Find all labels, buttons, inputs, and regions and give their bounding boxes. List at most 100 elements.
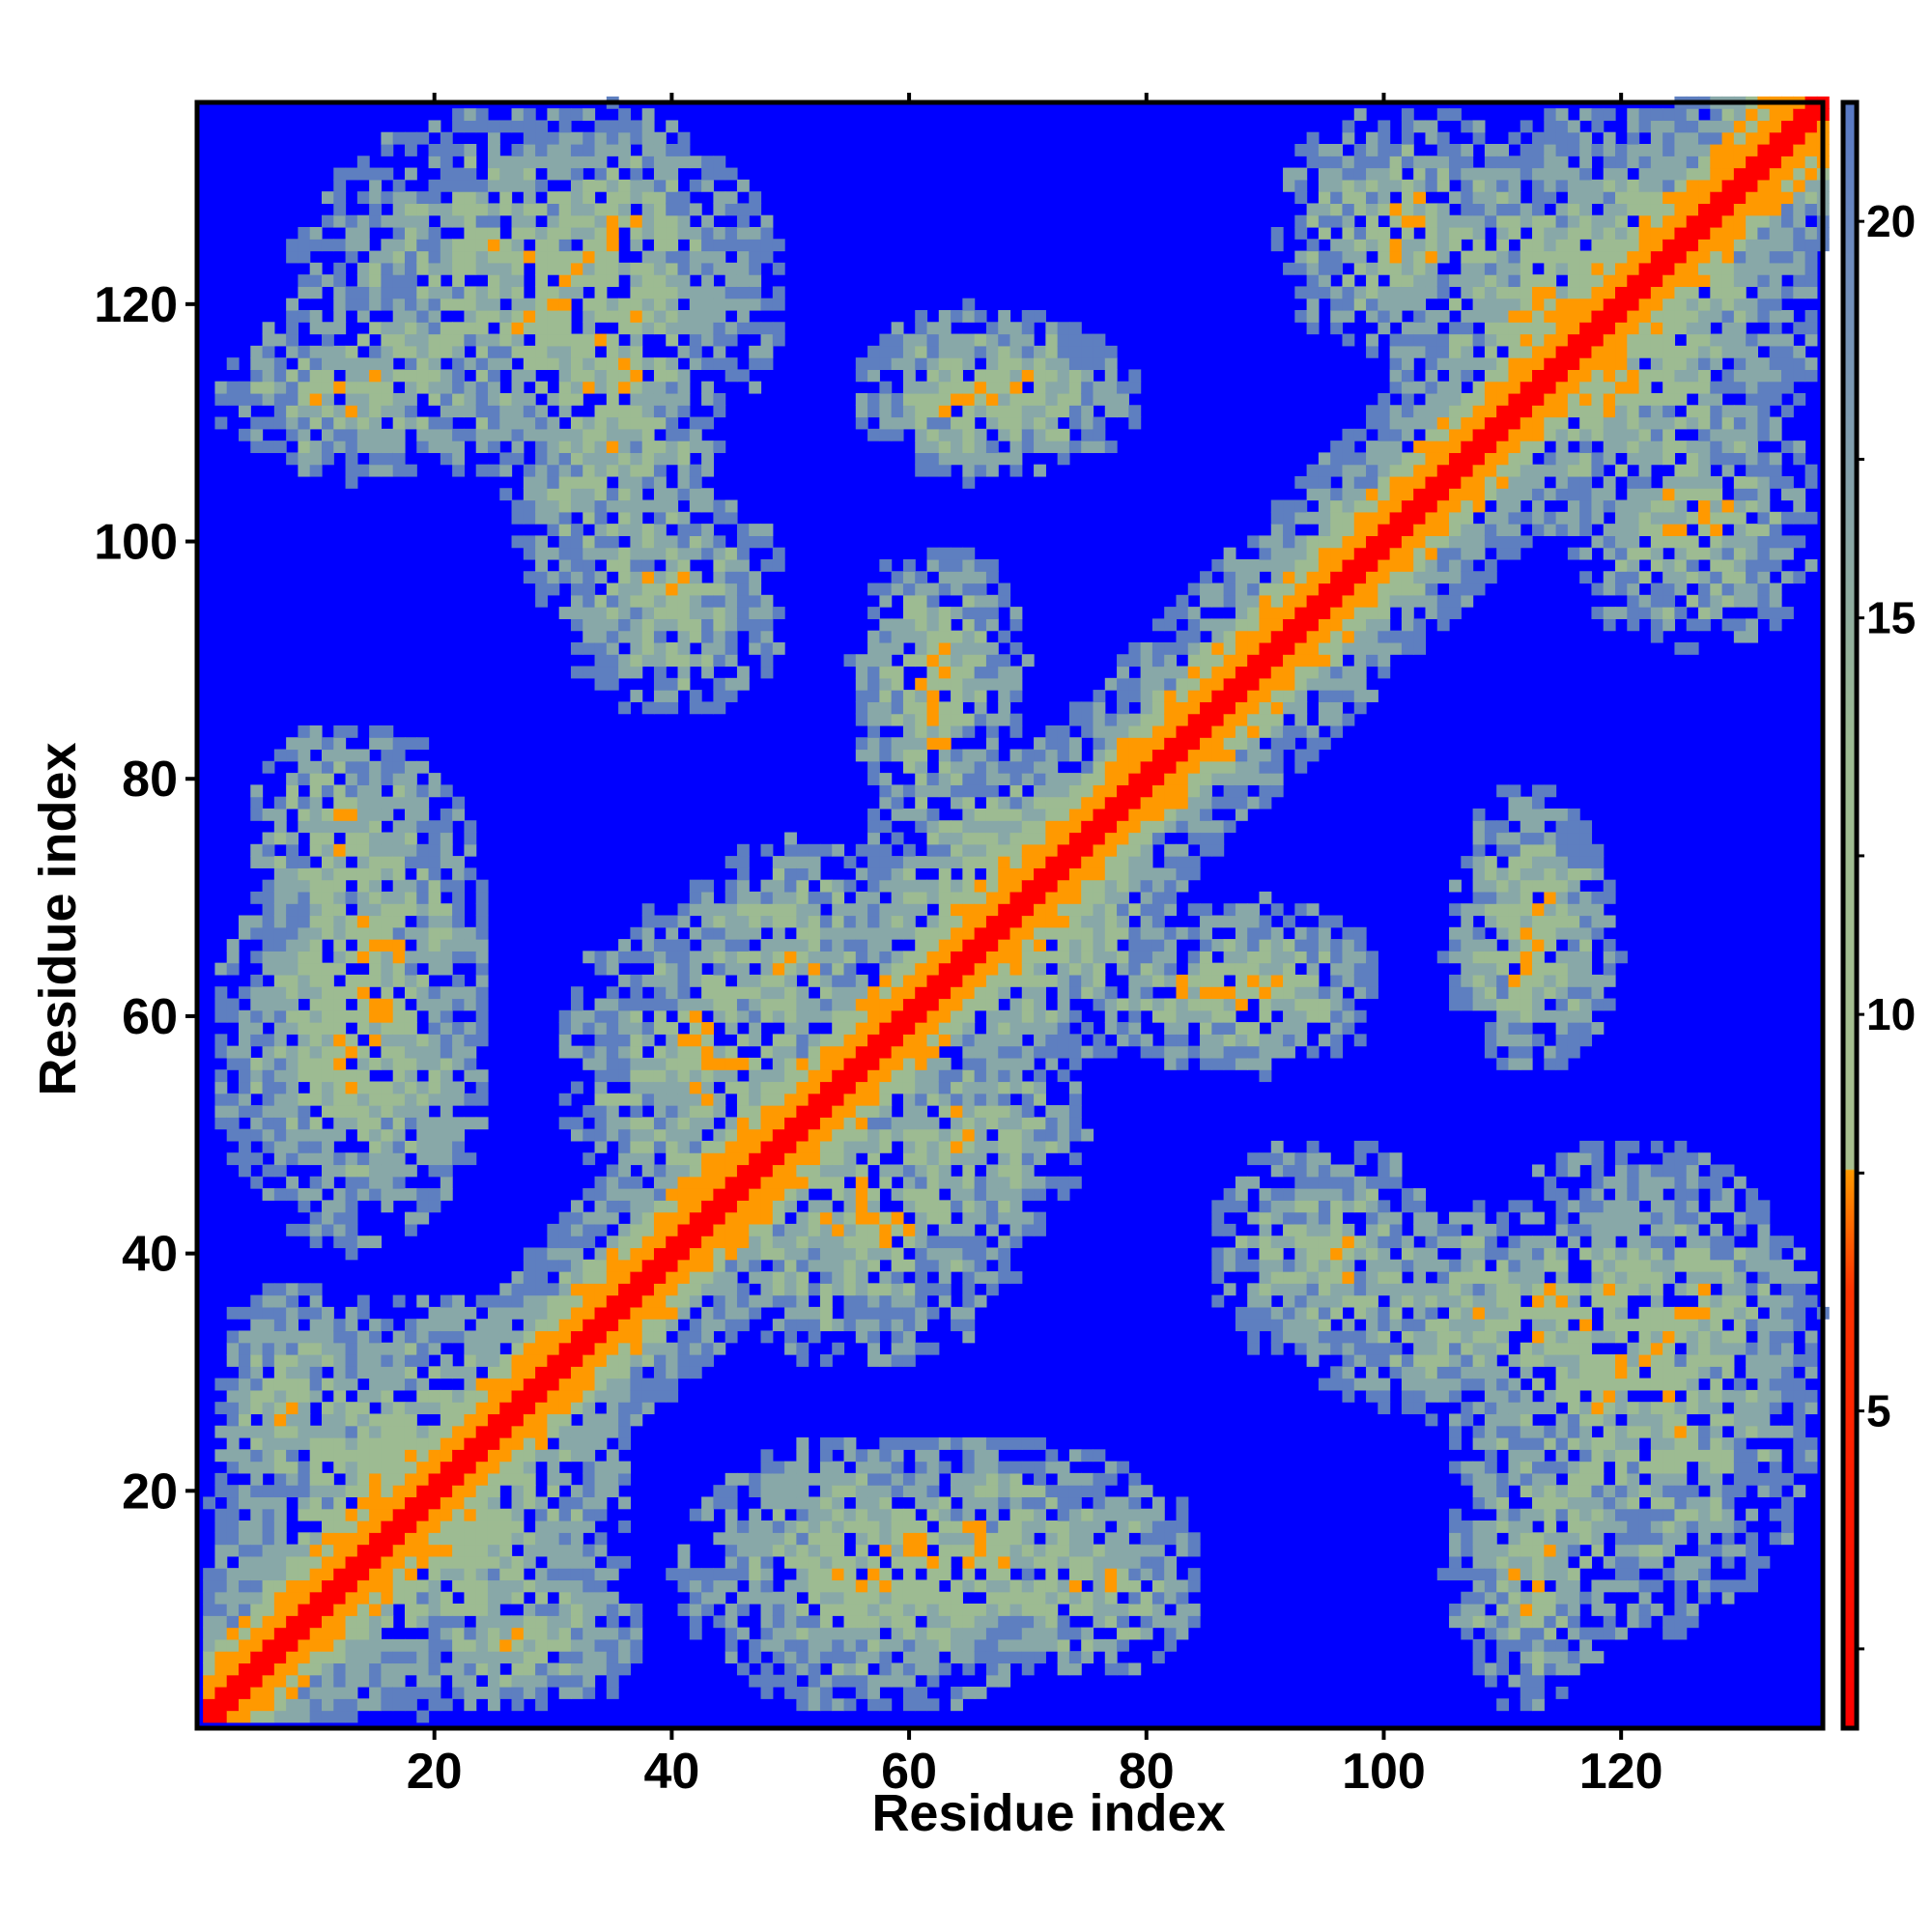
heatmap-cell (428, 879, 441, 893)
heatmap-cell (286, 1117, 299, 1130)
heatmap-cell (641, 131, 655, 145)
heatmap-cell (618, 511, 631, 525)
heatmap-cell (570, 1496, 583, 1510)
heatmap-cell (606, 1057, 619, 1070)
heatmap-cell (440, 156, 453, 169)
heatmap-cell (974, 1236, 987, 1249)
heatmap-cell (452, 345, 465, 358)
heatmap-cell (689, 440, 702, 453)
heatmap-cell (915, 1152, 928, 1166)
heatmap-cell (570, 1211, 583, 1225)
heatmap-cell (475, 986, 489, 1000)
heatmap-cell (523, 226, 536, 240)
heatmap-cell (452, 1319, 465, 1332)
heatmap-cell (951, 926, 963, 940)
heatmap-cell (677, 951, 691, 964)
heatmap-cell (736, 1259, 750, 1272)
heatmap-cell (475, 120, 489, 133)
heatmap-cell (749, 1105, 762, 1118)
heatmap-cell (630, 1081, 643, 1094)
heatmap-cell (915, 939, 928, 952)
heatmap-cell (333, 962, 347, 976)
heatmap-cell (286, 1389, 299, 1403)
heatmap-cell (808, 1319, 821, 1332)
heatmap-cell (381, 749, 394, 762)
heatmap-cell (808, 1532, 821, 1546)
heatmap-cell (333, 239, 347, 252)
heatmap-cell (855, 1009, 868, 1023)
heatmap-cell (926, 392, 940, 406)
heatmap-cell (689, 1057, 702, 1070)
heatmap-cell (915, 1472, 928, 1486)
heatmap-cell (464, 1306, 477, 1320)
heatmap-cell (452, 867, 465, 881)
heatmap-cell (416, 1188, 430, 1201)
heatmap-cell (428, 226, 441, 240)
heatmap-cell (867, 1604, 880, 1616)
heatmap-cell (855, 1306, 868, 1320)
heatmap-cell (309, 724, 323, 738)
heatmap-cell (902, 760, 916, 774)
heatmap-cell (404, 226, 417, 240)
heatmap-cell (309, 926, 323, 940)
heatmap-cell (879, 843, 893, 857)
heatmap-cell (594, 1306, 608, 1320)
heatmap-cell (736, 1306, 750, 1320)
heatmap-cell (309, 1057, 323, 1070)
heatmap-cell (345, 1568, 358, 1581)
heatmap-cell (250, 1568, 264, 1581)
heatmap-cell (606, 309, 619, 323)
heatmap-cell (298, 951, 311, 964)
heatmap-cell (749, 1306, 762, 1320)
heatmap-cell (879, 962, 893, 976)
heatmap-cell (760, 558, 774, 572)
heatmap-cell (345, 1627, 358, 1640)
heatmap-cell (239, 986, 251, 1000)
heatmap-cell (416, 286, 430, 299)
heatmap-cell (630, 1188, 643, 1201)
heatmap-cell (309, 1093, 323, 1106)
heatmap-cell (523, 1389, 536, 1403)
heatmap-cell (511, 1687, 525, 1699)
heatmap-cell (630, 1354, 643, 1367)
heatmap-cell (381, 1402, 394, 1415)
heatmap-cell (951, 309, 963, 323)
heatmap-cell (772, 1069, 785, 1083)
heatmap-cell (784, 1638, 797, 1652)
heatmap-cell (381, 998, 394, 1011)
heatmap-cell (250, 1638, 264, 1652)
heatmap-cell (321, 1544, 334, 1557)
heatmap-cell (356, 1294, 370, 1308)
heatmap-cell (535, 571, 548, 584)
heatmap-cell (666, 120, 679, 133)
heatmap-cell (404, 144, 417, 156)
heatmap-cell (749, 381, 762, 394)
heatmap-cell (772, 1496, 785, 1510)
heatmap-cell (962, 357, 976, 370)
heatmap-cell (558, 322, 572, 335)
heatmap-cell (902, 1034, 916, 1047)
heatmap-cell (452, 1152, 465, 1166)
heatmap-cell (677, 962, 691, 976)
heatmap-cell (832, 1544, 845, 1557)
heatmap-cell (345, 369, 358, 383)
heatmap-cell (713, 998, 726, 1011)
heatmap-cell (309, 357, 323, 370)
heatmap-cell (298, 867, 311, 881)
heatmap-cell (867, 773, 880, 785)
heatmap-cell (879, 690, 893, 702)
heatmap-cell (286, 1069, 299, 1083)
heatmap-cell (452, 262, 465, 275)
heatmap-cell (689, 286, 702, 299)
heatmap-cell (428, 1449, 441, 1463)
heatmap-cell (867, 1069, 880, 1083)
heatmap-cell (701, 452, 714, 466)
heatmap-cell (796, 1188, 810, 1201)
heatmap-cell (333, 1532, 347, 1546)
heatmap-cell (523, 416, 536, 430)
heatmap-cell (345, 440, 358, 453)
heatmap-cell (796, 939, 810, 952)
heatmap-cell (618, 1638, 631, 1652)
heatmap-cell (594, 1045, 608, 1059)
heatmap-cell (594, 571, 608, 584)
